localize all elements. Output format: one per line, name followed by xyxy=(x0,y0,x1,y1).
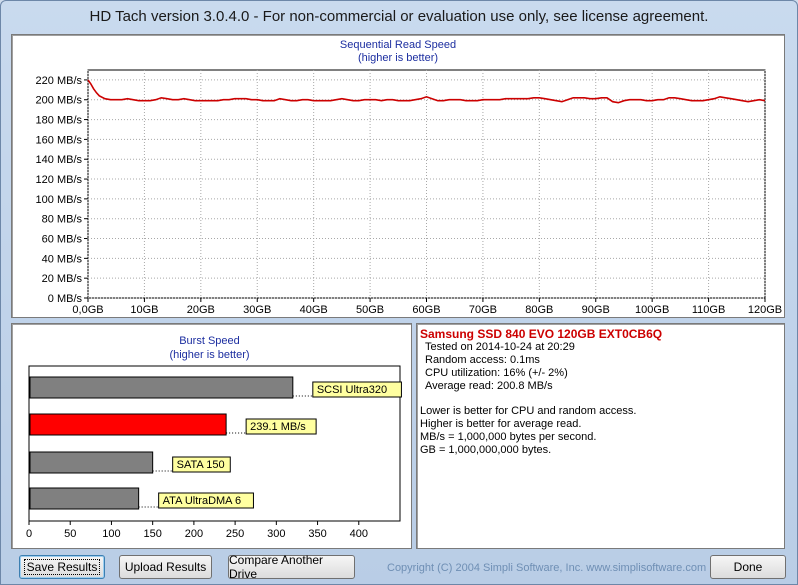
note-line: MB/s = 1,000,000 bytes per second. xyxy=(420,431,597,443)
y-tick-label: 160 MB/s xyxy=(36,134,83,146)
sequential-read-panel: Sequential Read Speed (higher is better)… xyxy=(11,34,785,318)
sequential-chart-subtitle: (higher is better) xyxy=(357,52,439,64)
burst-speed-panel: Burst Speed (higher is better) 0 50 100 150… xyxy=(11,323,412,549)
sequential-chart-title: Sequential Read Speed xyxy=(339,39,457,51)
note-line: Lower is better for CPU and random acces… xyxy=(420,405,637,417)
x-tick-label: 40GB xyxy=(300,304,328,316)
upload-results-button[interactable]: Upload Results xyxy=(119,555,212,579)
y-tick-label: 0 MB/s xyxy=(48,293,83,305)
burst-bar-label: 239.1 MB/s xyxy=(250,421,306,433)
burst-x-tick-label: 350 xyxy=(308,528,326,540)
burst-chart-subtitle: (higher is better) xyxy=(169,349,250,361)
read-speed-line xyxy=(87,79,766,104)
y-tick-label: 60 MB/s xyxy=(42,234,83,246)
compare-drive-button[interactable]: Compare Another Drive xyxy=(228,553,355,581)
burst-label-box xyxy=(245,418,317,435)
sequential-chart: 0 MB/s 20 MB/s 40 MB/s 60 MB/s 80 MB/s 100 MB… xyxy=(36,69,782,316)
x-tick-label: 20GB xyxy=(187,304,215,316)
cpu-utilization: CPU utilization: 16% (+/- 2%) xyxy=(425,367,568,379)
note-line: GB = 1,000,000,000 bytes. xyxy=(420,444,552,456)
burst-x-tick-label: 100 xyxy=(102,528,120,540)
burst-x-tick-label: 200 xyxy=(185,528,203,540)
x-tick-label: 50GB xyxy=(356,304,384,316)
burst-x-tick-label: 300 xyxy=(267,528,285,540)
burst-x-tick-label: 400 xyxy=(350,528,368,540)
burst-label-box xyxy=(312,381,402,398)
burst-label-box xyxy=(172,456,231,473)
x-tick-label: 60GB xyxy=(412,304,440,316)
x-tick-label: 80GB xyxy=(525,304,553,316)
x-tick-label: 10GB xyxy=(130,304,158,316)
random-access: Random access: 0.1ms xyxy=(425,354,540,366)
x-tick-label: 120GB xyxy=(748,304,782,316)
y-tick-label: 140 MB/s xyxy=(36,154,83,166)
x-tick-label: 70GB xyxy=(469,304,497,316)
y-tick-label: 180 MB/s xyxy=(36,115,83,127)
done-label: Done xyxy=(733,560,763,574)
tested-on: Tested on 2014-10-24 at 20:29 xyxy=(425,341,575,353)
burst-chart: 0 50 100 150 200 250 300 350 400 SCSI Ultra320 239… xyxy=(26,365,402,540)
burst-x-tick-label: 50 xyxy=(64,528,76,540)
burst-x-tick-label: 250 xyxy=(226,528,244,540)
drive-info-panel: Samsung SSD 840 EVO 120GB EXT0CB6Q Teste… xyxy=(416,323,785,549)
burst-bar xyxy=(29,451,154,474)
copyright-text: Copyright (C) 2004 Simpli Software, Inc.… xyxy=(387,562,707,574)
x-tick-label: 100GB xyxy=(635,304,669,316)
y-tick-label: 80 MB/s xyxy=(42,214,83,226)
x-tick-label: 90GB xyxy=(582,304,610,316)
average-read: Average read: 200.8 MB/s xyxy=(425,380,553,392)
burst-bar xyxy=(29,487,140,510)
y-tick-label: 100 MB/s xyxy=(36,194,83,206)
drive-name: Samsung SSD 840 EVO 120GB EXT0CB6Q xyxy=(420,327,663,341)
y-tick-label: 120 MB/s xyxy=(36,174,83,186)
x-tick-label: 0,0GB xyxy=(72,304,103,316)
done-button[interactable]: Done xyxy=(710,555,786,579)
burst-bar-label: SATA 150 xyxy=(177,459,225,471)
y-tick-label: 40 MB/s xyxy=(42,253,83,265)
compare-drive-label: Compare Another Drive xyxy=(229,553,324,581)
burst-x-tick-label: 150 xyxy=(143,528,161,540)
burst-bar-label: ATA UltraDMA 6 xyxy=(163,495,241,507)
save-results-label: Save Results xyxy=(23,559,101,575)
burst-chart-title: Burst Speed xyxy=(179,335,240,347)
y-tick-label: 20 MB/s xyxy=(42,273,83,285)
upload-results-label: Upload Results xyxy=(124,560,207,574)
window-title: HD Tach version 3.0.4.0 - For non-commer… xyxy=(89,7,709,25)
burst-bar-label: SCSI Ultra320 xyxy=(317,384,387,396)
burst-bar xyxy=(29,413,227,436)
y-tick-label: 200 MB/s xyxy=(36,95,83,107)
burst-bar xyxy=(29,376,294,399)
note-line: Higher is better for average read. xyxy=(420,418,582,430)
x-tick-label: 30GB xyxy=(243,304,271,316)
burst-x-tick-label: 0 xyxy=(26,528,32,540)
x-tick-label: 110GB xyxy=(692,304,725,316)
y-tick-label: 220 MB/s xyxy=(36,75,83,87)
burst-label-box xyxy=(158,492,254,509)
save-results-button[interactable]: Save Results xyxy=(19,555,105,579)
